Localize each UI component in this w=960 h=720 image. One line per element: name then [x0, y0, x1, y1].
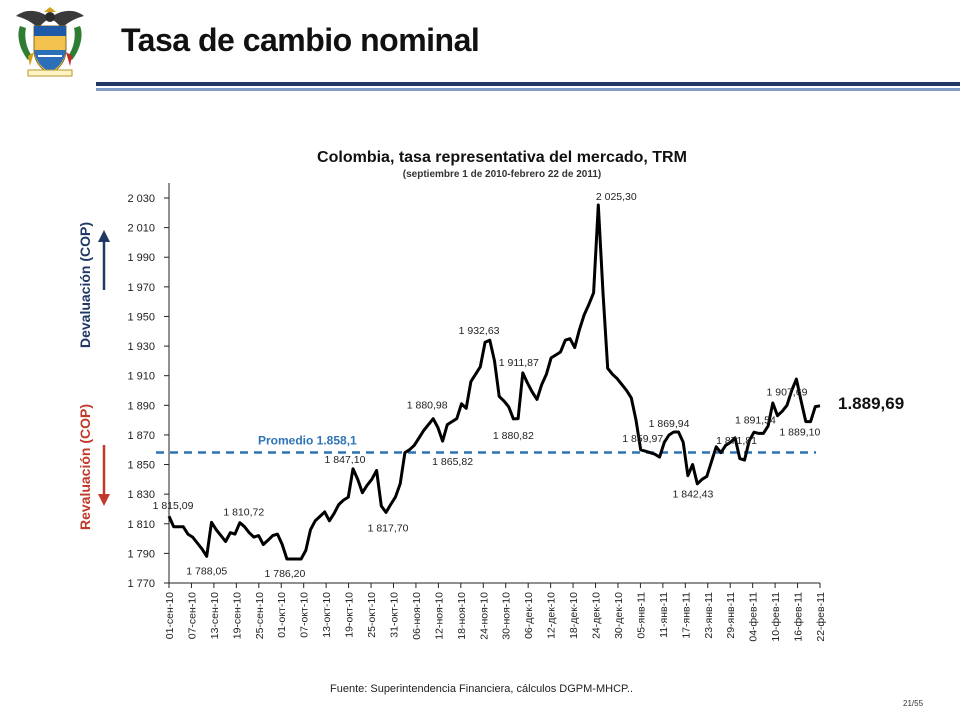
y-tick-label: 1 890 — [127, 400, 155, 412]
x-tick-label: 12-дек-10 — [546, 592, 558, 639]
x-tick-label: 05-янв-11 — [635, 592, 647, 639]
data-label: 1 911,87 — [499, 357, 539, 369]
y-tick-label: 1 830 — [127, 489, 155, 501]
data-label: 1 865,82 — [432, 456, 473, 468]
title-rule — [96, 82, 960, 86]
colombia-coat-of-arms-icon — [16, 7, 84, 77]
x-tick-label: 30-дек-10 — [613, 592, 625, 639]
x-tick-label: 19-сен-10 — [231, 592, 243, 639]
y-tick-label: 2 030 — [127, 193, 155, 205]
x-tick-label: 16-фев-11 — [793, 592, 805, 642]
x-tick-label: 18-дек-10 — [568, 592, 580, 639]
y-tick-label: 1 870 — [127, 430, 155, 442]
x-tick-label: 01-сен-10 — [164, 592, 176, 639]
data-label: 1 859,97 — [622, 433, 663, 445]
data-label: 1 815,09 — [153, 500, 194, 512]
x-tick-label: 06-дек-10 — [523, 592, 535, 639]
x-tick-label: 19-окт-10 — [344, 592, 356, 638]
x-tick-label: 29-янв-11 — [725, 592, 737, 639]
data-label: 1 880,82 — [493, 430, 534, 442]
y-tick-label: 1 970 — [127, 282, 155, 294]
x-tick-label: 25-сен-10 — [254, 592, 266, 639]
x-tick-label: 24-ноя-10 — [478, 592, 490, 640]
x-tick-label: 12-ноя-10 — [433, 592, 445, 640]
current-value-label: 1.889,69 — [838, 394, 905, 413]
x-tick-label: 11-янв-11 — [658, 592, 670, 638]
data-label: 1 932,63 — [459, 325, 500, 337]
data-label: 1 880,98 — [407, 400, 448, 412]
data-label: 1 847,10 — [325, 454, 366, 466]
revaluation-label: Revaluación (COP) — [77, 404, 93, 530]
y-tick-label: 1 950 — [127, 311, 155, 323]
x-tick-label: 04-фев-11 — [748, 592, 760, 642]
y-tick-label: 1 930 — [127, 341, 155, 353]
data-label: 1 871,81 — [716, 435, 757, 447]
x-tick-label: 10-фев-11 — [770, 592, 782, 642]
data-label: 1 891,54 — [735, 414, 776, 426]
chart-subtitle: (septiembre 1 de 2010-febrero 22 de 2011… — [403, 169, 601, 180]
y-tick-label: 1 770 — [127, 578, 155, 590]
series-line-trm — [167, 203, 821, 561]
source-note: Fuente: Superintendencia Financiera, cál… — [330, 683, 634, 695]
x-tick-label: 25-окт-10 — [366, 592, 378, 638]
page-title: Tasa de cambio nominal — [121, 22, 480, 58]
x-tick-label: 23-янв-11 — [703, 592, 715, 639]
x-tick-label: 06-ноя-10 — [411, 592, 423, 640]
y-tick-label: 1 810 — [127, 519, 155, 531]
data-label: 1 889,10 — [779, 427, 820, 439]
title-rule-light — [96, 88, 960, 91]
devaluation-label: Devaluación (COP) — [77, 222, 93, 348]
x-tick-label: 30-ноя-10 — [501, 592, 513, 640]
data-label: 1 842,43 — [672, 489, 713, 501]
x-tick-label: 24-дек-10 — [591, 592, 603, 639]
x-tick-label: 17-янв-11 — [680, 592, 692, 639]
data-label: 1 869,94 — [649, 418, 690, 430]
data-label: 2 025,30 — [596, 191, 637, 203]
revaluation-arrow — [98, 445, 110, 506]
y-tick-label: 1 990 — [127, 252, 155, 264]
data-label: 1 786,20 — [264, 568, 305, 580]
page-number: 21/55 — [903, 699, 924, 708]
x-tick-label: 18-ноя-10 — [456, 592, 468, 640]
x-tick-label: 07-сен-10 — [186, 592, 198, 639]
chart-title: Colombia, tasa representativa del mercad… — [317, 149, 687, 166]
y-tick-label: 1 790 — [127, 548, 155, 560]
data-label: 1 810,72 — [223, 507, 264, 519]
x-tick-label: 31-окт-10 — [388, 592, 400, 638]
devaluation-arrow — [98, 230, 110, 290]
y-tick-label: 2 010 — [127, 223, 155, 235]
x-tick-label: 01-окт-10 — [276, 592, 288, 638]
data-label: 1 907,69 — [767, 386, 808, 398]
x-tick-label: 22-фев-11 — [815, 592, 827, 642]
average-reference-label: Promedio 1.858,1 — [258, 434, 357, 448]
x-tick-label: 13-сен-10 — [209, 592, 221, 639]
x-tick-label: 13-окт-10 — [321, 592, 333, 638]
data-label: 1 788,05 — [186, 565, 227, 577]
y-tick-label: 1 850 — [127, 460, 155, 472]
y-tick-label: 1 910 — [127, 371, 155, 383]
data-label: 1 817,70 — [368, 522, 409, 534]
x-tick-label: 07-окт-10 — [299, 592, 311, 638]
